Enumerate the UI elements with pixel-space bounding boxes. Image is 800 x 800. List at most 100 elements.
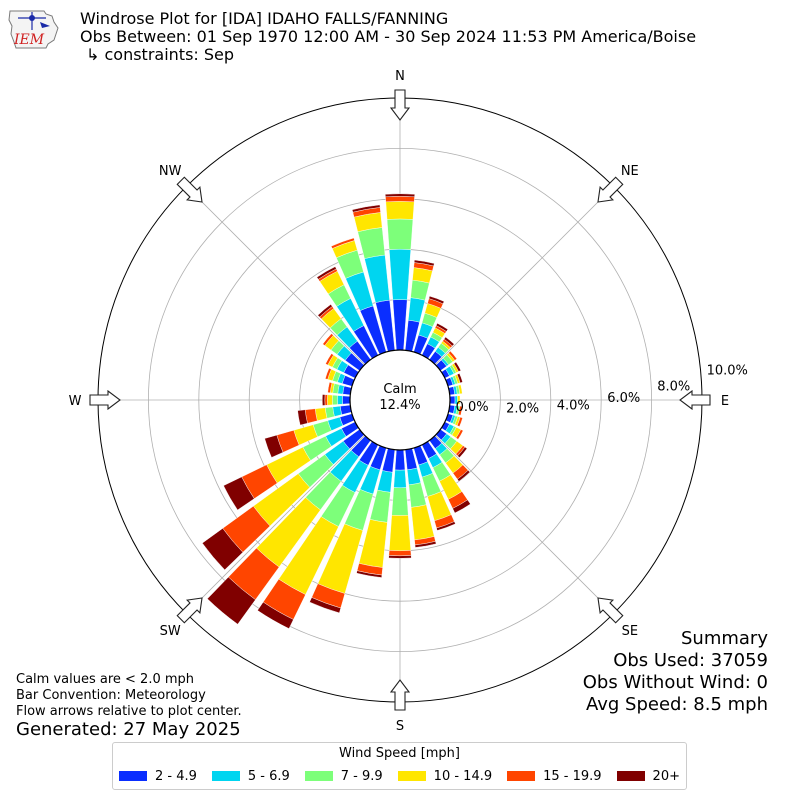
bar-segment-170deg-bin4: [410, 504, 435, 541]
grid-spoke: [186, 435, 365, 614]
bar-segment-330deg-bin6: [316, 266, 337, 280]
bar-segment-320deg-bin6: [317, 304, 333, 318]
grid-spoke: [186, 186, 365, 365]
bar-segment-130deg-bin6: [457, 446, 468, 458]
bar-segment-180deg-bin2: [393, 469, 407, 488]
bar-segment-270deg-bin6: [322, 394, 326, 406]
calm-circle: [349, 349, 451, 451]
bar-segment-350deg-bin6: [351, 204, 381, 213]
legend-item: 5 - 6.9: [211, 768, 290, 784]
legend-swatch: [616, 771, 645, 781]
legend-items: 2 - 4.9 5 - 6.9 7 - 9.9 10 - 14.9 15 - 19.9 2…: [119, 767, 680, 785]
legend-swatch: [304, 771, 333, 781]
legend-label: 10 - 14.9: [433, 768, 493, 784]
bar-segment-0deg-bin2: [389, 249, 411, 301]
bar-segment-160deg-bin6: [436, 521, 456, 531]
legend: Wind Speed [mph] 2 - 4.9 5 - 6.9 7 - 9.9 10…: [112, 742, 687, 790]
bar-segment-200deg-bin6: [309, 597, 341, 614]
grid-spoke: [435, 186, 614, 365]
flow-arrow-ne: [597, 176, 624, 203]
radial-tick-label: 8.0%: [657, 380, 690, 395]
summary-avg-speed: Avg Speed: 8.5 mph: [586, 694, 768, 715]
bar-segment-110deg-bin5: [456, 416, 463, 427]
calm-value: 12.4%: [379, 398, 421, 413]
radial-tick-label: 6.0%: [607, 391, 640, 406]
legend-swatch: [507, 771, 536, 781]
legend-item: 15 - 19.9: [507, 769, 602, 784]
bar-segment-270deg-bin1: [342, 395, 351, 405]
flow-arrow-se: [597, 597, 624, 624]
bar-segment-270deg-bin3: [332, 394, 338, 406]
bar-segment-0deg-bin4: [385, 201, 415, 220]
direction-label-se: SE: [622, 624, 638, 639]
calm-title: Calm: [383, 382, 417, 397]
bar-segment-170deg-bin3: [408, 482, 427, 508]
radial-tick-label: 2.0%: [506, 401, 539, 416]
svg-text:IEM: IEM: [13, 32, 45, 48]
note-flow: Flow arrows relative to plot center.: [16, 704, 242, 719]
bar-segment-270deg-bin4: [327, 394, 333, 406]
bar-segment-90deg-bin4: [457, 395, 461, 405]
legend-swatch: [119, 771, 147, 781]
bar-segment-140deg-bin6: [457, 470, 471, 482]
bar-segment-10deg-bin6: [413, 259, 435, 267]
bar-segment-310deg-bin5: [322, 333, 334, 346]
direction-label-sw: SW: [160, 624, 181, 639]
bar-segment-180deg-bin5: [388, 550, 412, 557]
bar-segment-150deg-bin6: [452, 499, 471, 514]
bar-segment-0deg-bin1: [392, 299, 408, 351]
radial-tick-label: 4.0%: [557, 398, 590, 413]
bar-segment-50deg-bin5: [448, 350, 458, 361]
bar-segment-180deg-bin6: [388, 555, 412, 559]
chart-subtitle: Obs Between: 01 Sep 1970 12:00 AM - 30 S…: [80, 27, 697, 46]
legend-swatch: [211, 771, 240, 781]
legend-item: 7 - 9.9: [304, 769, 383, 784]
legend-label: 20+: [652, 768, 680, 784]
flow-arrow-sw: [176, 597, 203, 624]
grid-spoke: [435, 435, 614, 614]
bar-segment-340deg-bin5: [330, 237, 355, 249]
bar-segment-0deg-bin5: [385, 196, 415, 203]
legend-title: Wind Speed [mph]: [339, 746, 460, 761]
bar-segment-240deg-bin6: [223, 476, 255, 511]
radial-tick-label: 0.0%: [456, 400, 489, 415]
bar-segment-270deg-bin2: [337, 395, 343, 405]
bar-segment-40deg-bin6: [443, 336, 455, 347]
bar-segment-70deg-bin6: [456, 373, 463, 384]
chart-constraints: ↳ constraints: Sep: [86, 45, 235, 64]
direction-label-nw: NW: [159, 164, 182, 179]
direction-label-e: E: [721, 394, 729, 409]
legend-label: 5 - 6.9: [247, 768, 290, 784]
bar-segment-250deg-bin6: [264, 434, 284, 458]
flow-arrow-nw: [176, 176, 203, 203]
summary-obs-without-wind: Obs Without Wind: 0: [582, 672, 768, 693]
bar-segment-120deg-bin5: [455, 429, 464, 440]
legend-item: 20+: [616, 768, 680, 784]
bar-segment-100deg-bin5: [458, 405, 463, 416]
bar-segment-290deg-bin5: [325, 368, 332, 380]
chart-notes: Calm values are < 2.0 mph Bar Convention…: [16, 672, 242, 720]
legend-swatch: [397, 771, 426, 781]
direction-label-s: S: [396, 719, 404, 734]
note-calm: Calm values are < 2.0 mph: [16, 672, 195, 687]
flow-arrow-w: [89, 389, 121, 411]
flow-arrow-n: [389, 89, 411, 121]
bar-segment-60deg-bin6: [453, 361, 462, 372]
bar-segment-270deg-bin5: [324, 394, 328, 406]
bar-segment-20deg-bin6: [428, 295, 445, 305]
bar-segment-0deg-bin6: [385, 193, 415, 198]
title-block: Windrose Plot for [IDA] IDAHO FALLS/FANN…: [80, 10, 696, 64]
legend-label: 2 - 4.9: [155, 768, 197, 784]
bar-segment-10deg-bin3: [410, 279, 430, 301]
radial-tick-label: 10.0%: [707, 363, 748, 378]
flow-arrow-s: [389, 679, 411, 711]
bar-segment-170deg-bin6: [414, 541, 437, 548]
windrose-bars: [202, 193, 471, 629]
calm-label: Calm 12.4%: [350, 382, 450, 414]
iem-logo: IEM: [8, 10, 59, 49]
direction-label-n: N: [395, 69, 405, 84]
bar-segment-300deg-bin5: [325, 353, 334, 366]
generated-date: Generated: 27 May 2025: [16, 719, 241, 740]
bar-segment-260deg-bin6: [297, 409, 308, 426]
